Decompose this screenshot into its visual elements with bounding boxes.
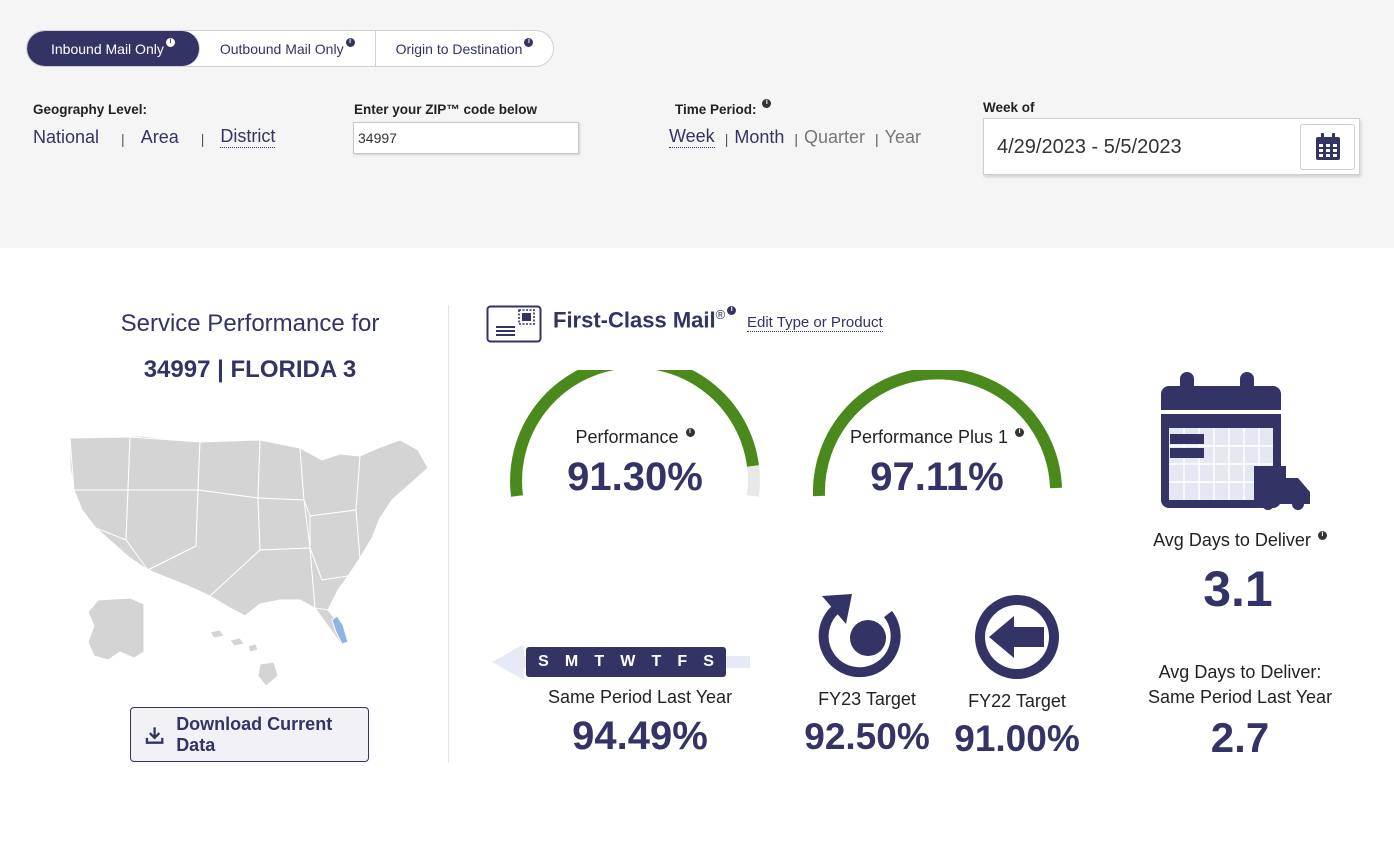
weekday-letter: T	[651, 653, 662, 670]
performance-plus1-gauge	[812, 370, 1062, 497]
geography-label: Geography Level:	[33, 102, 148, 117]
period-quarter[interactable]: Quarter	[804, 126, 866, 147]
performance-label: Performance	[505, 427, 765, 448]
weekday-letter: M	[564, 653, 579, 670]
mail-direction-tabs: Inbound Mail Only Outbound Mail Only Ori…	[26, 30, 555, 67]
service-performance-title: Service Performance for	[120, 310, 380, 337]
tab-label: Inbound Mail Only	[51, 40, 164, 57]
performance-gauge	[510, 370, 760, 497]
performance-plus1-label-text: Performance Plus 1	[849, 427, 1009, 447]
edit-type-link[interactable]: Edit Type or Product	[747, 314, 883, 332]
info-icon[interactable]	[524, 37, 534, 47]
tab-label: Outbound Mail Only	[219, 40, 344, 57]
time-period-options: Week | Month | Quarter | Year	[669, 126, 921, 148]
week-arrow-icon	[492, 644, 750, 680]
separator: |	[121, 131, 125, 147]
week-of-label: Week of	[983, 100, 1035, 115]
info-icon[interactable]	[1317, 530, 1327, 540]
tab-outbound-mail[interactable]: Outbound Mail Only	[200, 31, 376, 66]
back-arrow-circle-icon	[975, 595, 1059, 679]
period-week[interactable]: Week	[669, 126, 715, 148]
week-value: 4/29/2023 - 5/5/2023	[997, 136, 1182, 158]
fy23-label: FY23 Target	[818, 689, 916, 709]
weekday-letter: S	[703, 653, 714, 670]
info-icon[interactable]	[345, 37, 355, 47]
weekday-letter: F	[677, 653, 688, 670]
avg-days-label: Avg Days to Deliver	[1140, 530, 1340, 551]
zip-label: Enter your ZIP™ code below	[354, 102, 538, 117]
fy22-label: FY22 Target	[968, 691, 1066, 711]
weekday-letter: W	[620, 653, 636, 670]
weekday-letters: S M T W T F S	[526, 647, 726, 677]
performance-plus1-label: Performance Plus 1	[807, 427, 1067, 448]
product-name: First-Class Mail®	[553, 305, 737, 333]
avg-days-value: 3.1	[1203, 561, 1273, 617]
us-map	[69, 435, 429, 687]
tab-label: Origin to Destination	[395, 40, 523, 57]
separator: |	[724, 131, 729, 147]
geography-district[interactable]: District	[220, 126, 276, 148]
info-icon[interactable]	[727, 305, 737, 316]
tab-inbound-mail[interactable]: Inbound Mail Only	[27, 31, 200, 66]
download-icon	[145, 726, 164, 744]
zip-input[interactable]	[353, 122, 579, 154]
calendar-icon	[1315, 133, 1340, 160]
same-period-label: Same Period Last Year	[547, 687, 733, 707]
location-heading: 34997 | FLORIDA 3	[143, 356, 357, 383]
fy23-value: 92.50%	[804, 716, 930, 757]
period-month[interactable]: Month	[734, 126, 785, 147]
geography-options: National | Area | District	[33, 126, 276, 148]
refresh-target-icon	[818, 594, 901, 678]
fy22-value: 91.00%	[954, 718, 1080, 759]
performance-value: 91.30%	[567, 455, 703, 499]
geography-national[interactable]: National	[33, 126, 100, 147]
avg-days-last-year-value: 2.7	[1210, 714, 1270, 761]
avg-days-label-text: Avg Days to Deliver	[1153, 530, 1311, 550]
info-icon[interactable]	[165, 37, 175, 47]
avg-days-last-year-label-2: Same Period Last Year	[1147, 687, 1333, 707]
download-current-data-button[interactable]: Download Current Data	[130, 707, 369, 762]
performance-plus1-value: 97.11%	[870, 455, 1004, 499]
performance-label-text: Performance	[575, 427, 679, 447]
separator: |	[875, 131, 879, 147]
time-period-label-text: Time Period:	[675, 102, 757, 117]
separator: |	[794, 131, 798, 147]
info-icon[interactable]	[1015, 427, 1025, 437]
time-period-label: Time Period:	[675, 98, 772, 117]
same-period-value: 94.49%	[572, 714, 708, 758]
info-icon[interactable]	[685, 427, 695, 437]
weekday-letter: S	[538, 653, 549, 670]
weekday-letter: T	[594, 653, 605, 670]
period-year[interactable]: Year	[884, 126, 922, 147]
registered-mark: ®	[715, 307, 726, 322]
download-label: Download Current Data	[176, 713, 333, 755]
mail-envelope-icon	[486, 305, 542, 343]
calendar-button[interactable]	[1300, 124, 1355, 170]
week-picker[interactable]: 4/29/2023 - 5/5/2023	[983, 118, 1360, 175]
tab-origin-to-destination[interactable]: Origin to Destination	[376, 31, 554, 66]
separator: |	[200, 131, 205, 147]
divider	[448, 305, 449, 763]
geography-area[interactable]: Area	[140, 126, 179, 147]
info-icon[interactable]	[762, 98, 772, 108]
product-name-text: First-Class Mail	[553, 307, 716, 333]
calendar-delivery-truck-icon	[1161, 372, 1310, 510]
avg-days-last-year-label-1: Avg Days to Deliver:	[1158, 662, 1322, 682]
